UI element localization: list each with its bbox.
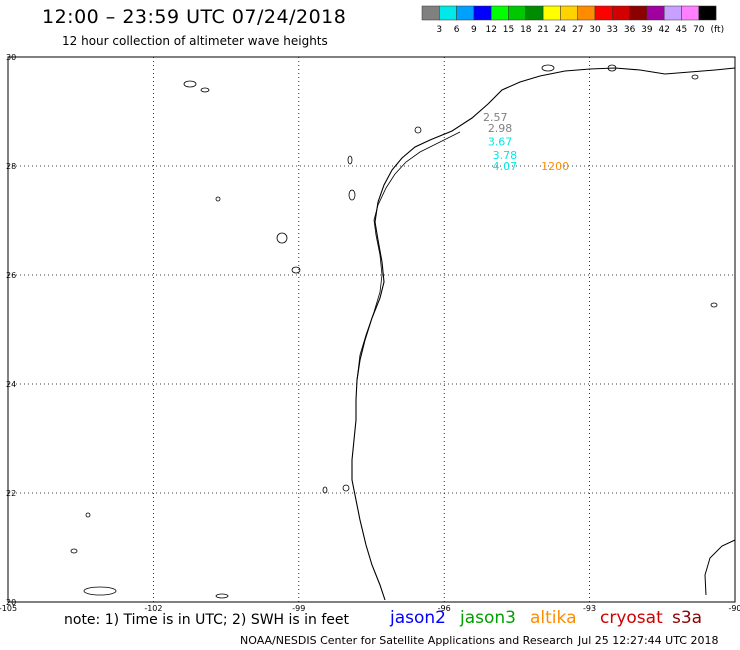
lon-tick-label: -93 — [583, 604, 596, 613]
inland-water-feature — [342, 484, 350, 492]
satellite-s3a: s3a — [672, 608, 703, 628]
inland-water-feature — [691, 74, 699, 80]
inland-water-feature — [710, 302, 718, 308]
lon-tick-label: -102 — [144, 604, 162, 613]
lon-tick-label: -105 — [0, 604, 17, 613]
lat-tick-label: 28 — [6, 162, 16, 171]
inland-water-feature — [347, 155, 353, 165]
footer-note: note: 1) Time is in UTC; 2) SWH is in fe… — [64, 612, 350, 628]
wave-height-legend: 3 6 9 12 15 18 21 24 27 30 33 36 39 42 45 70 (ft) — [421, 5, 725, 35]
lat-tick-label: 24 — [6, 380, 16, 389]
legend-label: 15 — [503, 25, 514, 35]
inland-water-feature — [607, 64, 617, 72]
generated-timestamp: Jul 25 12:27:44 UTC 2018 — [578, 634, 719, 647]
credit-line: NOAA/NESDIS Center for Satellite Applica… — [240, 634, 574, 647]
satellite-altika: altika — [530, 608, 577, 628]
barrier-islands — [356, 131, 461, 381]
legend-label: 30 — [589, 25, 601, 35]
lon-tick-label: -90 — [728, 604, 740, 613]
legend-label: 42 — [658, 25, 669, 35]
inland-water-feature — [183, 80, 197, 88]
inland-water-feature — [291, 266, 301, 274]
legend-label: 18 — [520, 25, 532, 35]
legend-label: 24 — [555, 25, 567, 35]
lat-tick-label: 20 — [6, 598, 16, 607]
legend-label: 12 — [485, 25, 496, 35]
inland-water-feature — [215, 196, 221, 202]
inland-water-feature — [85, 512, 91, 518]
inland-water-feature — [322, 486, 328, 494]
inland-water-feature — [70, 548, 78, 554]
yucatan-coast — [704, 539, 736, 596]
legend-label: 27 — [572, 25, 583, 35]
legend-label: 33 — [607, 25, 618, 35]
lat-tick-label: 26 — [6, 271, 16, 280]
inland-water-feature — [83, 586, 117, 596]
lat-tick-label: 22 — [6, 489, 16, 498]
inland-water-feature — [541, 64, 555, 72]
legend-label: 9 — [471, 25, 477, 35]
wave-height-value: 3.67 — [488, 135, 513, 148]
legend-unit: (ft) — [711, 25, 725, 35]
satellite-cryosat: cryosat — [600, 608, 663, 628]
inland-water-feature — [276, 232, 288, 244]
map-subtitle: 12 hour collection of altimeter wave hei… — [62, 34, 328, 48]
inland-water-feature — [348, 189, 356, 201]
wave-height-value: 3.78 — [493, 149, 517, 162]
lon-tick-label: -99 — [292, 604, 305, 613]
map-title: 12:00 – 23:59 UTC 07/24/2018 — [42, 6, 347, 28]
wave-height-value: 2.98 — [488, 122, 513, 135]
legend-label: 21 — [537, 25, 548, 35]
wave-height-value: 4.07 — [493, 160, 517, 173]
inland-water-feature — [215, 593, 229, 599]
legend-label: 6 — [454, 25, 460, 35]
inland-water-feature — [414, 126, 422, 134]
legend-label: 45 — [676, 25, 687, 35]
pass-time-label: 1200 — [541, 160, 569, 173]
legend-label: 70 — [693, 25, 705, 35]
satellite-jason3: jason3 — [460, 608, 516, 628]
inland-water-feature — [200, 87, 210, 93]
coastline — [351, 67, 736, 601]
legend-swatch — [698, 5, 717, 21]
legend-label: 39 — [641, 25, 653, 35]
lon-tick-label: -96 — [438, 604, 451, 613]
legend-label: 3 — [436, 25, 442, 35]
wave-height-value: 2.57 — [483, 111, 508, 124]
lat-tick-label: 30 — [6, 53, 16, 62]
satellite-jason2: jason2 — [390, 608, 446, 628]
map-frame — [7, 56, 736, 603]
legend-label: 36 — [624, 25, 636, 35]
